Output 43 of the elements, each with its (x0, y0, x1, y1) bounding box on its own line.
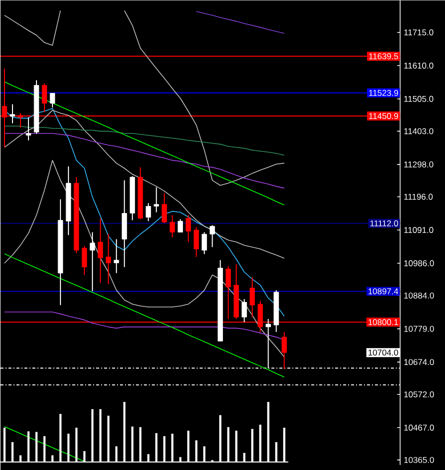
y-tick-label: 10884.0 (404, 292, 434, 299)
candlestick (10, 104, 16, 124)
y-tick-label: 10674.0 (404, 359, 434, 366)
candlestick (226, 266, 231, 320)
y-tick-label: 11715.0 (404, 29, 434, 36)
y-tick-label: 10365.0 (404, 456, 434, 463)
candlestick (250, 276, 255, 318)
candlestick (178, 218, 183, 233)
y-tick-label: 11403.0 (404, 128, 434, 134)
ref-line-label: 11112.0 (370, 220, 398, 226)
y-tick-label: 10779.0 (404, 326, 434, 332)
y-tick-label: 10572.0 (404, 391, 434, 398)
candlestick (202, 232, 207, 255)
y-tick-label: 11505.0 (404, 96, 434, 102)
ref-line-label: 11639.5 (369, 53, 398, 60)
candlestick (82, 246, 87, 276)
y-tick-label: 11196.0 (404, 194, 433, 200)
candlestick (42, 82, 48, 113)
candlestick (98, 218, 103, 284)
candlestick (106, 234, 111, 285)
candlestick (210, 224, 215, 248)
ref-line-label: 11450.9 (369, 113, 398, 120)
candlestick (282, 331, 287, 370)
candlestick (154, 186, 159, 213)
candlestick (170, 214, 175, 238)
y-tick-label: 10467.0 (404, 424, 434, 431)
ref-line-label: 10800.1 (368, 319, 398, 326)
candlestick (194, 226, 199, 258)
text: 10704.0 (368, 350, 398, 356)
candlestick (114, 238, 119, 274)
ref-line-label: 11523.9 (369, 90, 398, 96)
candlestick (162, 192, 167, 224)
ref-line-label: 10897.4 (368, 288, 398, 294)
candlestick (186, 214, 191, 243)
y-tick-label: 11091.0 (404, 227, 434, 233)
candlestick (26, 116, 32, 141)
candlestick (146, 202, 151, 222)
candlestick (50, 92, 56, 108)
y-tick-label: 11298.0 (404, 161, 434, 168)
y-tick-label: 10986.0 (404, 260, 434, 266)
candlestick (242, 298, 247, 323)
candlestick (90, 232, 95, 292)
y-tick-label: 11610.0 (404, 62, 434, 69)
